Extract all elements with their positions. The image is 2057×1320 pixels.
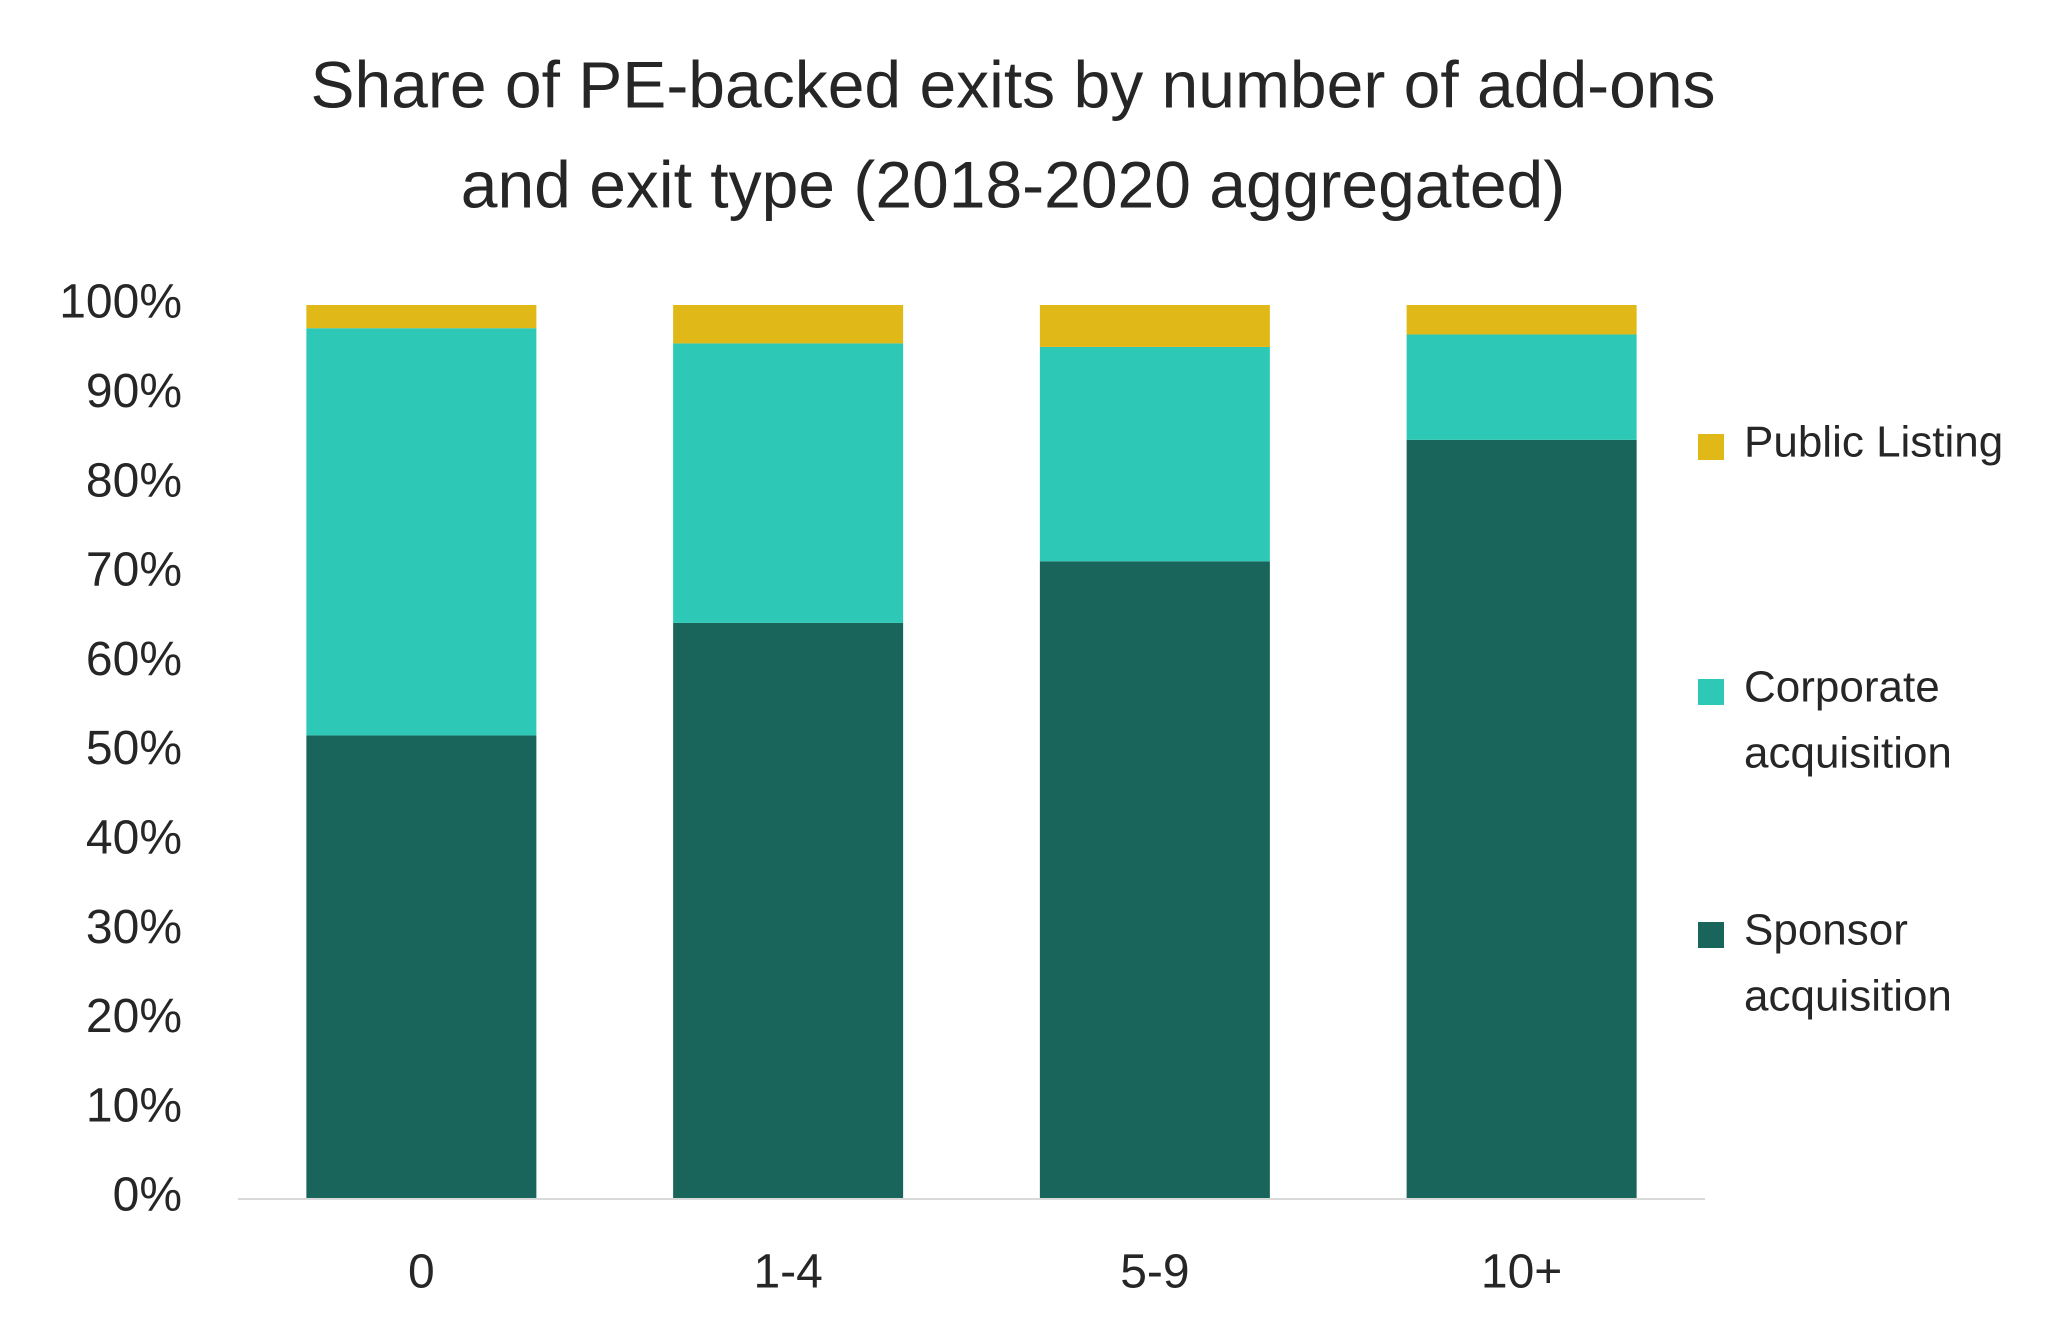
chart-title-line: and exit type (2018-2020 aggregated) — [461, 147, 1565, 221]
legend-label: acquisition — [1744, 972, 1952, 1021]
legend-entry: Sponsor acquisition — [1698, 906, 1952, 1021]
bar-segment — [1406, 305, 1637, 335]
legend-entry: Corporate acquisition — [1698, 663, 1952, 778]
legend-label: Sponsor — [1744, 906, 1908, 955]
bar-segment — [1039, 561, 1270, 1198]
bar-segment — [673, 343, 904, 623]
legend-label: acquisition — [1744, 729, 1952, 778]
bar-segment — [1406, 439, 1637, 1198]
y-tick-label: 30% — [86, 901, 182, 954]
legend-swatch — [1698, 679, 1724, 705]
y-tick-label: 50% — [86, 722, 182, 775]
legend-label: Public Listing — [1744, 418, 2003, 467]
plot-area — [306, 305, 1637, 1198]
y-tick-label: 70% — [86, 544, 182, 597]
legend-entry: Public Listing — [1698, 418, 2003, 467]
legend-label: Corporate — [1744, 663, 1940, 712]
bar-stack-10+ — [1406, 305, 1637, 1198]
bar-segment — [1406, 334, 1637, 440]
bar-segment — [673, 305, 904, 344]
chart-title-line: Share of PE-backed exits by number of ad… — [310, 47, 1715, 121]
y-tick-label: 40% — [86, 811, 182, 864]
x-tick-label: 5-9 — [1120, 1246, 1189, 1299]
bar-stack-5-9 — [1039, 305, 1270, 1198]
legend-swatch — [1698, 434, 1724, 460]
bar-segment — [306, 305, 537, 329]
bar-segment — [1039, 346, 1270, 562]
bar-segment — [306, 328, 537, 736]
bar-segment — [673, 622, 904, 1198]
x-tick-label: 10+ — [1481, 1246, 1562, 1299]
y-tick-label: 60% — [86, 633, 182, 686]
bar-stack-0 — [306, 305, 537, 1198]
y-axis: 0% 10% 20% 30% 40% 50% 60% 70% 80% 90% 100% — [59, 276, 182, 1222]
y-tick-label: 100% — [59, 276, 182, 329]
y-tick-label: 10% — [86, 1079, 182, 1132]
legend-swatch — [1698, 922, 1724, 948]
y-tick-label: 20% — [86, 990, 182, 1043]
y-tick-label: 0% — [113, 1169, 182, 1222]
y-tick-label: 80% — [86, 454, 182, 507]
bar-stack-1-4 — [673, 305, 904, 1198]
bar-segment — [306, 735, 537, 1198]
x-tick-label: 0 — [408, 1246, 435, 1299]
chart-title: Share of PE-backed exits by number of ad… — [310, 47, 1715, 221]
legend: Public ListingCorporateacquisitionSponso… — [1698, 418, 2003, 1021]
x-tick-label: 1-4 — [753, 1246, 822, 1299]
bar-segment — [1039, 305, 1270, 347]
x-axis: 0 1-4 5-9 10+ — [238, 1198, 1705, 1299]
y-tick-label: 90% — [86, 365, 182, 418]
